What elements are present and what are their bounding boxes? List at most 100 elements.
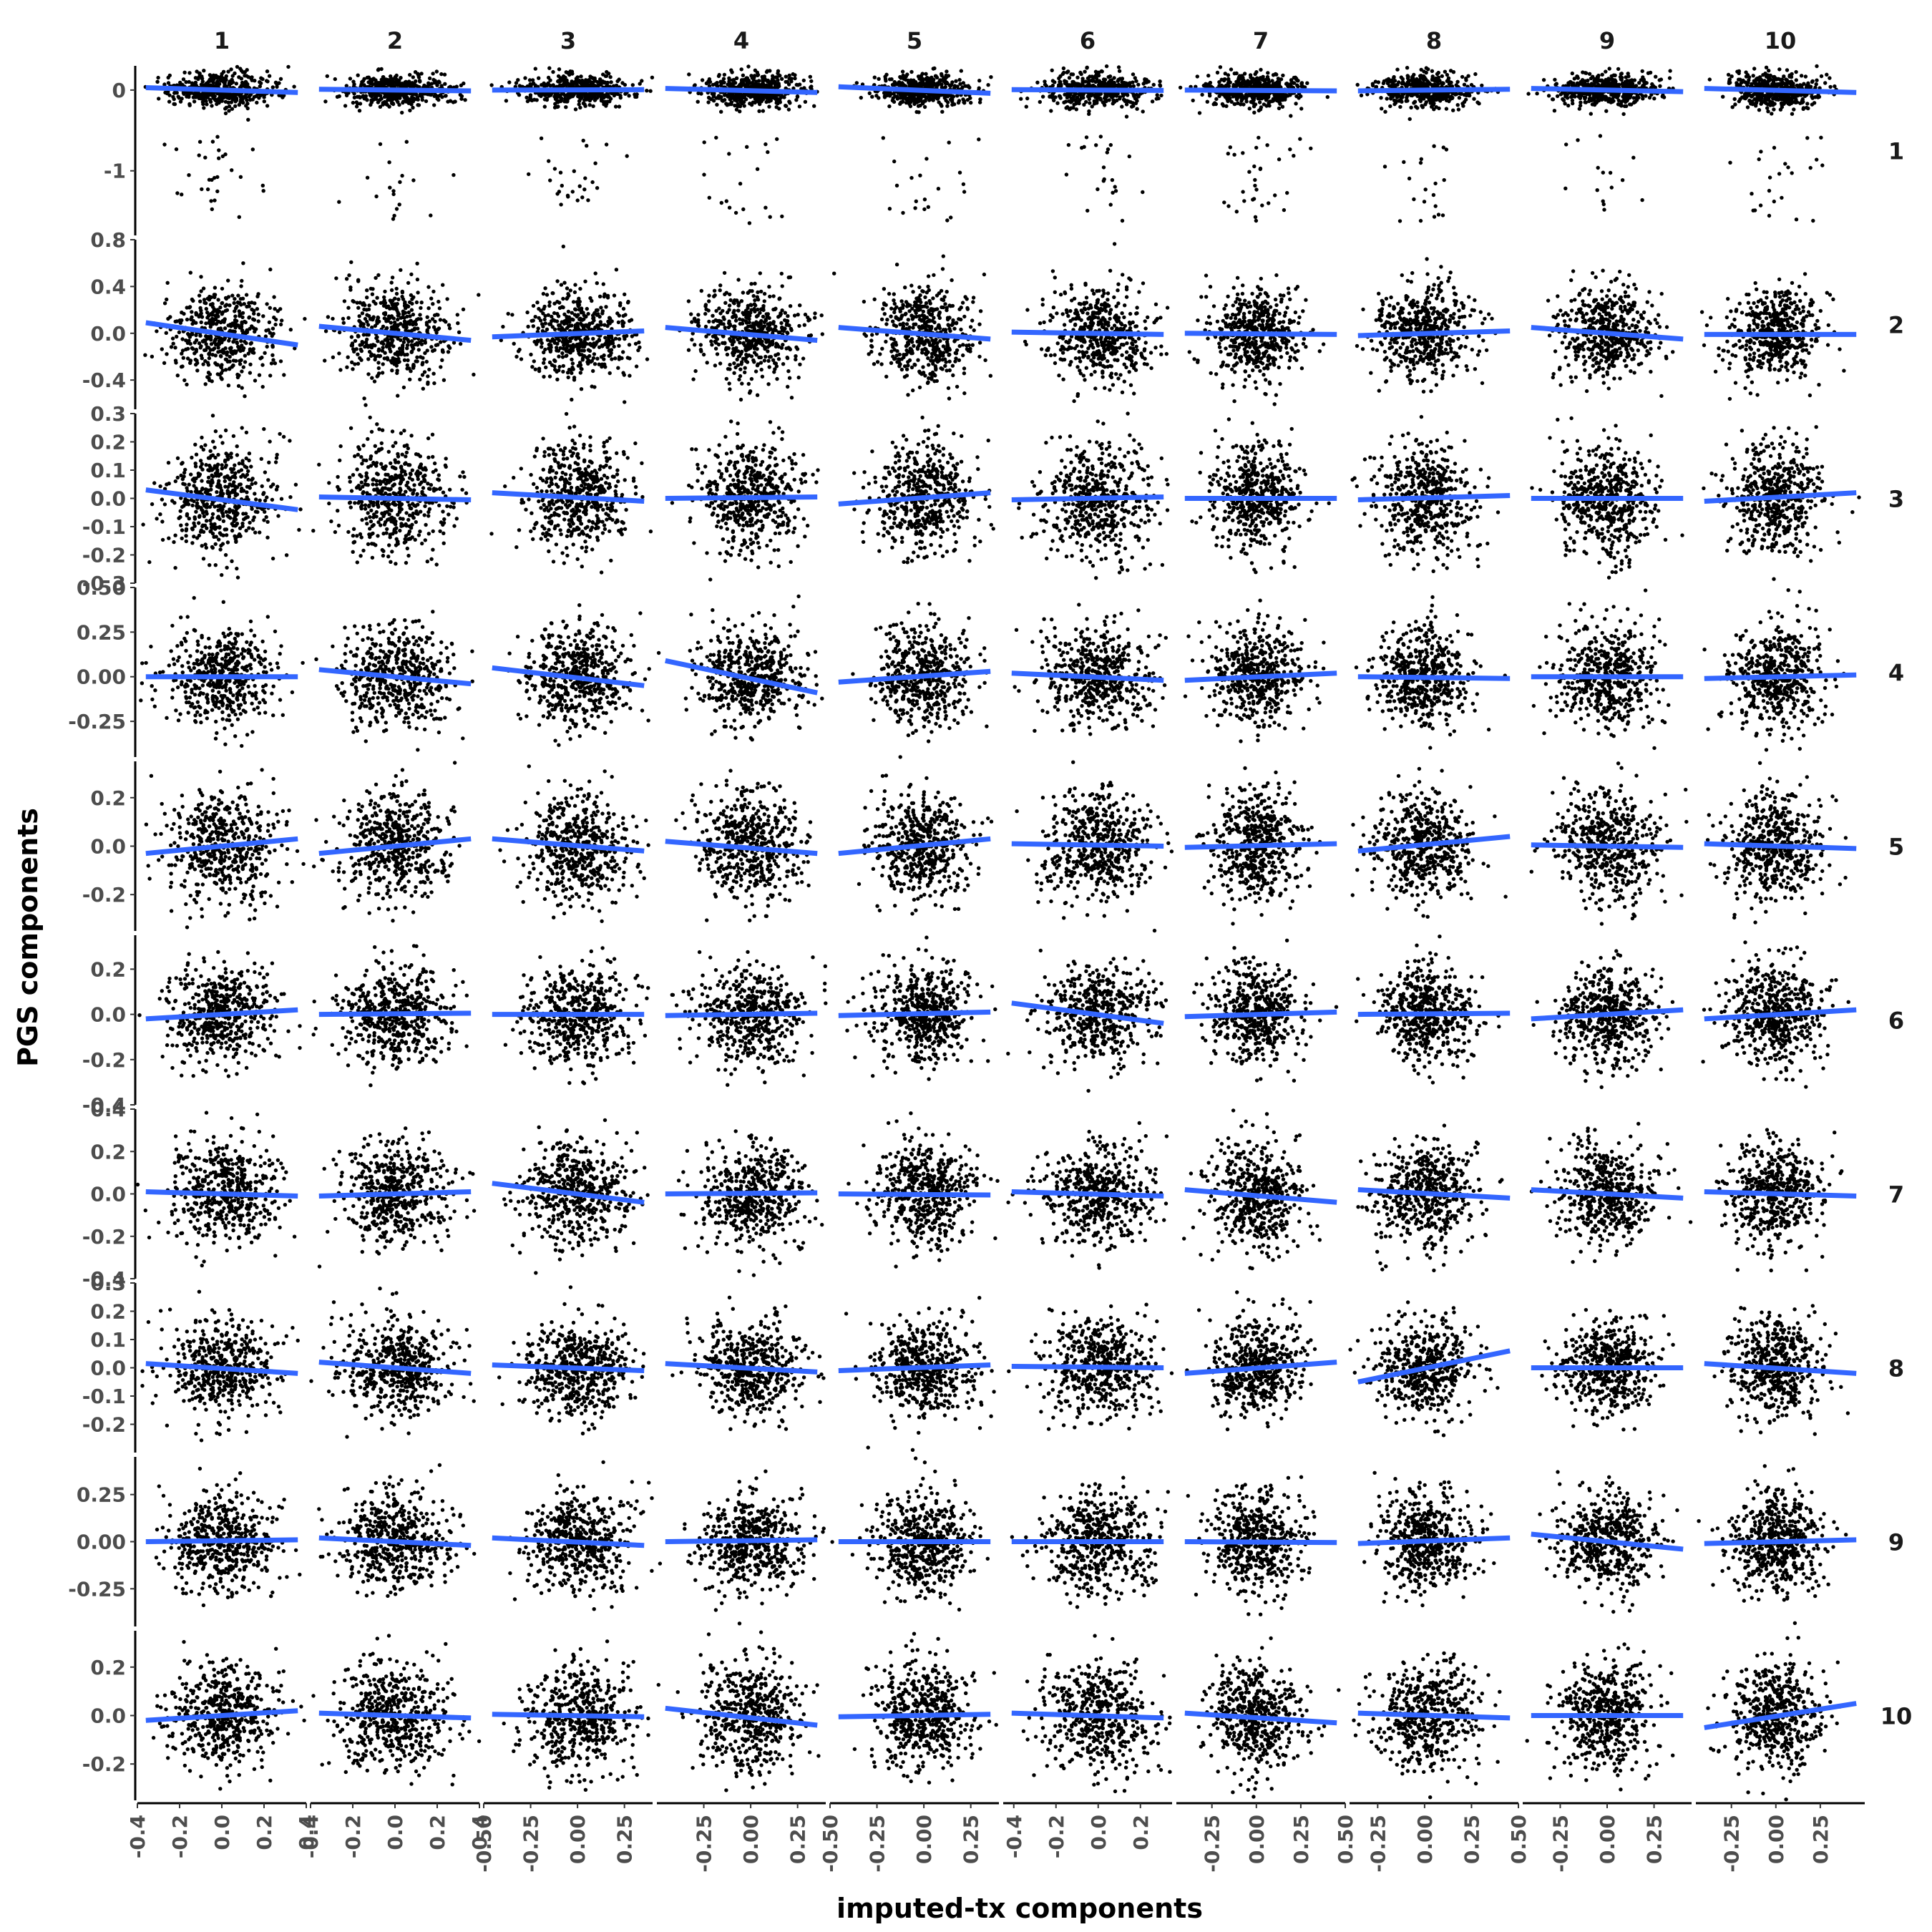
point [1226,152,1231,156]
point [1120,77,1125,81]
point [1780,195,1784,200]
point [1587,97,1591,101]
point [1552,109,1557,113]
point [200,74,204,79]
point [1101,100,1106,104]
point [725,103,729,107]
point [197,153,201,157]
point [884,72,889,77]
point [1253,72,1257,77]
point [1820,163,1825,167]
point [774,105,779,109]
point [1591,97,1596,102]
point [940,85,944,89]
point [1434,97,1439,102]
point [1055,101,1060,105]
point [1050,79,1055,83]
point [243,79,248,84]
point [230,97,235,102]
point [362,97,366,101]
point [767,104,771,109]
point [969,100,973,105]
point [1764,82,1768,86]
point [1811,218,1815,223]
point [371,77,376,81]
point [1794,78,1798,82]
point [961,182,966,187]
point [365,175,370,180]
point [234,96,239,101]
point [1407,79,1411,83]
point [223,111,228,116]
point [615,79,620,84]
point [1450,96,1455,100]
point [1758,92,1762,96]
point [1619,72,1624,77]
point [1760,96,1764,100]
point [1583,95,1588,99]
point [210,140,215,144]
point [1061,66,1066,71]
point [942,94,947,98]
point [431,72,435,76]
point [557,67,562,72]
point [394,207,399,211]
point [258,81,263,86]
point [566,195,570,199]
point [1576,76,1580,80]
point [581,138,585,143]
point [913,206,917,210]
point [922,207,927,212]
point [1584,71,1589,75]
point [352,92,356,96]
point [1234,210,1239,214]
point [548,84,552,88]
point [1783,100,1788,104]
point [1810,79,1815,84]
point [1746,80,1750,85]
point [1763,72,1767,76]
point [948,97,953,102]
point [1083,69,1087,74]
point [1563,94,1568,99]
point [1128,84,1133,89]
point [227,109,231,113]
point [553,94,557,99]
point [1738,97,1742,102]
point [381,101,385,105]
point [1411,84,1416,88]
point [1233,102,1237,107]
point [640,79,644,83]
point [1794,69,1798,74]
point [794,98,799,102]
point [260,183,265,187]
point [1299,94,1303,99]
point [1801,107,1805,111]
point [1419,157,1424,161]
point [763,142,768,147]
point [960,85,965,89]
point [1292,154,1296,158]
point [209,75,213,79]
point [176,94,180,99]
point [774,101,779,105]
point [587,103,592,107]
point [197,72,202,76]
point [884,79,888,83]
point [1418,160,1423,165]
point [1266,71,1270,75]
point [323,99,328,104]
point [1116,65,1121,69]
point [1730,105,1735,109]
point [945,218,950,223]
point [1815,78,1819,82]
point [1197,111,1202,115]
point [1433,204,1438,208]
point [1423,84,1428,88]
point [940,104,944,108]
point [1805,84,1809,88]
point [696,99,700,104]
point [1790,171,1794,175]
point [1433,181,1438,186]
point [1049,109,1053,113]
